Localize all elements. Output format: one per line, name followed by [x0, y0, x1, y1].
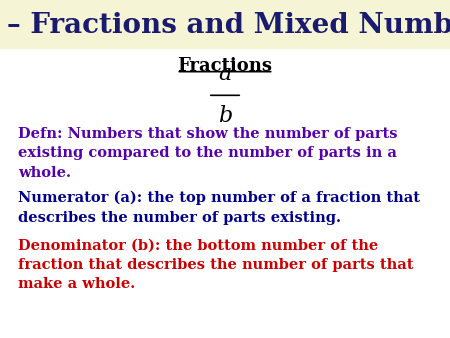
- Text: Fractions: Fractions: [177, 57, 273, 75]
- Text: b: b: [218, 105, 232, 127]
- Text: a: a: [218, 63, 232, 85]
- Text: Numerator (a): the top number of a fraction that
describes the number of parts e: Numerator (a): the top number of a fract…: [18, 191, 420, 225]
- Text: Defn: Numbers that show the number of parts
existing compared to the number of p: Defn: Numbers that show the number of pa…: [18, 127, 397, 180]
- Text: Denominator (b): the bottom number of the
fraction that describes the number of : Denominator (b): the bottom number of th…: [18, 238, 414, 291]
- FancyBboxPatch shape: [0, 0, 450, 49]
- Text: 4.1 – Fractions and Mixed Numbers: 4.1 – Fractions and Mixed Numbers: [0, 12, 450, 39]
